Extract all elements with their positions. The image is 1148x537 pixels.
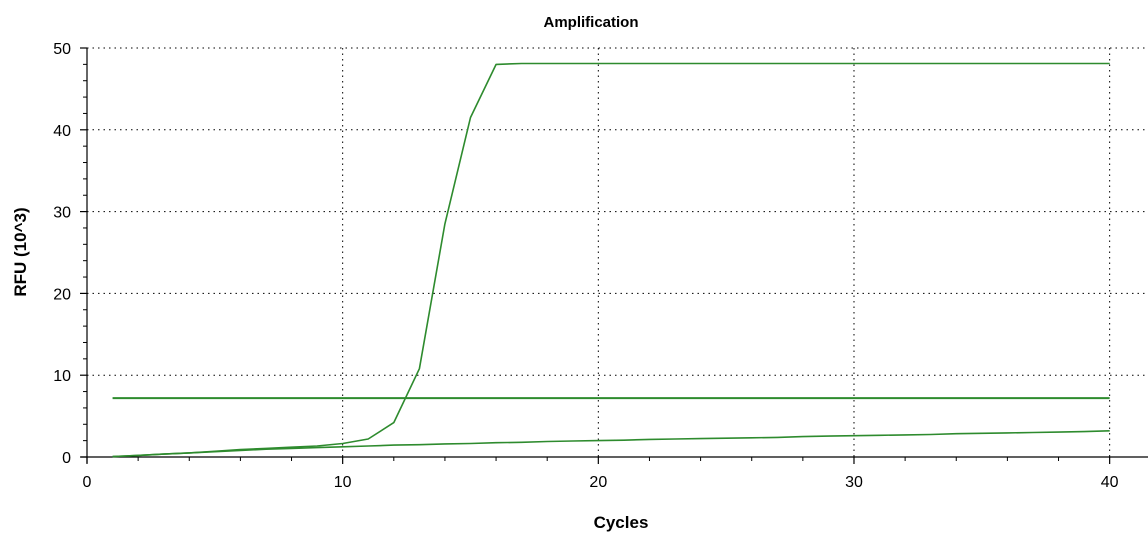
y-tick-label: 30 — [53, 205, 71, 222]
x-tick-label: 0 — [83, 474, 92, 491]
series-line-2 — [112, 430, 1110, 458]
x-tick-label: 40 — [1101, 474, 1119, 491]
y-tick-label: 20 — [53, 286, 71, 303]
y-tick-label: 40 — [53, 123, 71, 140]
y-tick-label: 0 — [62, 450, 71, 467]
y-tick-label: 10 — [53, 368, 71, 385]
chart-title: Amplification — [543, 14, 638, 31]
x-axis-label: Cycles — [594, 513, 649, 532]
x-tick-label: 20 — [589, 474, 607, 491]
y-axis-label: RFU (10^3) — [11, 207, 30, 296]
y-tick-label: 50 — [53, 41, 71, 58]
series-layer — [112, 62, 1110, 458]
series-line-1 — [112, 62, 1110, 458]
grid-layer — [87, 47, 1148, 458]
x-tick-label: 30 — [845, 474, 863, 491]
x-tick-label: 10 — [334, 474, 352, 491]
axes-layer: 0 10 20 30 40 50 0 10 20 30 40 — [53, 41, 1148, 491]
